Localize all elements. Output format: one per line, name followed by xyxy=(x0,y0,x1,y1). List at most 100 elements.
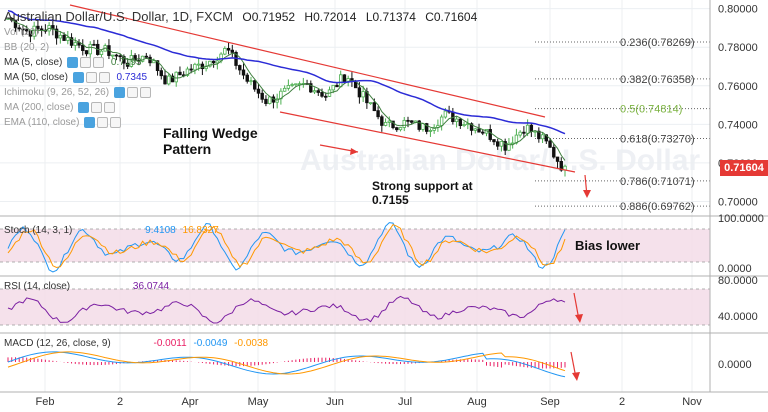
candle-body xyxy=(208,60,212,67)
candle-body xyxy=(469,123,474,131)
candle-body xyxy=(178,71,182,76)
y-tick-label: 0.80000 xyxy=(718,4,758,16)
eye-icon[interactable] xyxy=(84,117,96,128)
candle-body xyxy=(159,70,163,77)
settings-icon[interactable] xyxy=(85,72,97,83)
candle-body xyxy=(163,75,167,85)
indicator-ma5[interactable]: MA (5, close) 0.7193 xyxy=(4,57,142,68)
price-series xyxy=(6,9,567,177)
candle-body xyxy=(335,84,339,88)
stoch-axis-label: 100.0000 xyxy=(718,213,764,225)
close-icon[interactable] xyxy=(139,87,151,98)
stoch-axis-label: 0.0000 xyxy=(718,263,752,275)
x-tick-label: 2 xyxy=(619,396,625,408)
candle-body xyxy=(17,27,21,30)
indicator-ichimoku[interactable]: Ichimoku (9, 26, 52, 26) xyxy=(4,87,151,98)
candle-body xyxy=(32,25,36,37)
indicator-ema110[interactable]: EMA (110, close) xyxy=(4,117,122,128)
eye-icon[interactable] xyxy=(72,72,84,83)
rsi-line xyxy=(7,295,566,324)
fib-label: 0.786(0.71071) xyxy=(620,176,695,188)
fib-label: 0.382(0.76358) xyxy=(620,74,695,86)
candle-body xyxy=(125,62,130,67)
indicator-ma5-label: MA (5, close) xyxy=(4,57,63,69)
candle-body xyxy=(54,28,59,39)
settings-icon[interactable] xyxy=(126,87,138,98)
candle-body xyxy=(129,55,134,67)
symbol-title: Australian Dollar/U.S. Dollar, 1D, FXCM xyxy=(4,9,234,24)
candle-body xyxy=(152,60,156,64)
indicator-bb-label: BB (20, 2) xyxy=(4,42,50,53)
candle-body xyxy=(286,85,291,89)
wedge-upper-line xyxy=(69,4,546,118)
rsi-value: 36.0744 xyxy=(132,281,170,292)
candle-body xyxy=(402,119,406,128)
support-line2: 0.7155 xyxy=(372,193,409,207)
grid: Australian Dollar/U.S. Dollar xyxy=(0,0,710,392)
candle-body xyxy=(331,84,335,91)
y-tick-label: 0.78000 xyxy=(718,42,758,54)
pattern-line2: Pattern xyxy=(163,141,212,157)
candle-body xyxy=(477,128,481,133)
eye-icon[interactable] xyxy=(113,87,125,98)
candle-body xyxy=(211,60,216,64)
candle-body xyxy=(238,65,242,71)
settings-icon[interactable] xyxy=(80,57,92,68)
settings-icon[interactable] xyxy=(97,117,109,128)
rsi-down-arrowhead xyxy=(575,314,583,323)
candle-body xyxy=(62,34,66,41)
ohlc-close: C0.71604 xyxy=(425,10,478,24)
candle-body xyxy=(395,127,399,131)
close-icon[interactable] xyxy=(110,117,122,128)
candle-body xyxy=(226,48,231,51)
candle-body xyxy=(548,140,552,148)
indicator-panels xyxy=(0,215,768,381)
candle-body xyxy=(342,74,347,83)
indicator-ma50[interactable]: MA (50, close) 0.7345 xyxy=(4,72,147,83)
candle-body xyxy=(282,87,287,92)
close-icon[interactable] xyxy=(98,72,110,83)
support-line1: Strong support at xyxy=(372,179,473,193)
close-icon[interactable] xyxy=(93,57,105,68)
candle-body xyxy=(110,54,115,57)
indicator-bb[interactable]: BB (20, 2) xyxy=(4,42,49,53)
candle-body xyxy=(410,120,414,123)
macd-signal-value: -0.0038 xyxy=(234,338,269,349)
candle-body xyxy=(170,75,175,83)
candle-body xyxy=(462,124,466,127)
candle-body xyxy=(92,43,96,46)
candle-body xyxy=(260,92,264,100)
watermark-text: Australian Dollar/U.S. Dollar xyxy=(300,144,700,177)
candle-body xyxy=(424,123,429,132)
indicator-vol[interactable]: Vol (20) xyxy=(4,27,38,38)
macd-label: MACD (12, 26, close, 9) xyxy=(4,338,111,349)
rsi-panel-band xyxy=(0,289,710,325)
direction-arrowhead xyxy=(350,148,358,155)
candle-body xyxy=(189,68,193,71)
candle-body xyxy=(466,123,470,126)
rsi-header: RSI (14, close) 36.0744 xyxy=(4,281,169,292)
stoch-k-value: 9.4108 xyxy=(145,225,176,236)
close-icon[interactable] xyxy=(104,102,116,113)
indicator-ma200[interactable]: MA (200, close) xyxy=(4,102,116,113)
eye-icon[interactable] xyxy=(67,57,79,68)
rsi-axis-label: 40.0000 xyxy=(718,311,758,323)
chart-header: Australian Dollar/U.S. Dollar, 1D, FXCM … xyxy=(4,9,483,24)
candle-body xyxy=(324,95,328,98)
candle-body xyxy=(66,37,70,41)
x-tick-label: Apr xyxy=(181,396,198,408)
candle-body xyxy=(58,34,63,39)
eye-icon[interactable] xyxy=(78,102,90,113)
candle-body xyxy=(215,60,220,64)
candle-body xyxy=(84,50,89,55)
candle-body xyxy=(316,90,320,93)
candle-body xyxy=(144,55,149,58)
wedge-lower-line xyxy=(279,111,576,173)
candle-body xyxy=(492,139,496,143)
settings-icon[interactable] xyxy=(91,102,103,113)
candle-body xyxy=(264,98,268,104)
y-tick-label: 0.76000 xyxy=(718,81,758,93)
candle-body xyxy=(256,88,261,94)
x-tick-label: May xyxy=(248,396,269,408)
x-tick-label: Nov xyxy=(682,396,702,408)
